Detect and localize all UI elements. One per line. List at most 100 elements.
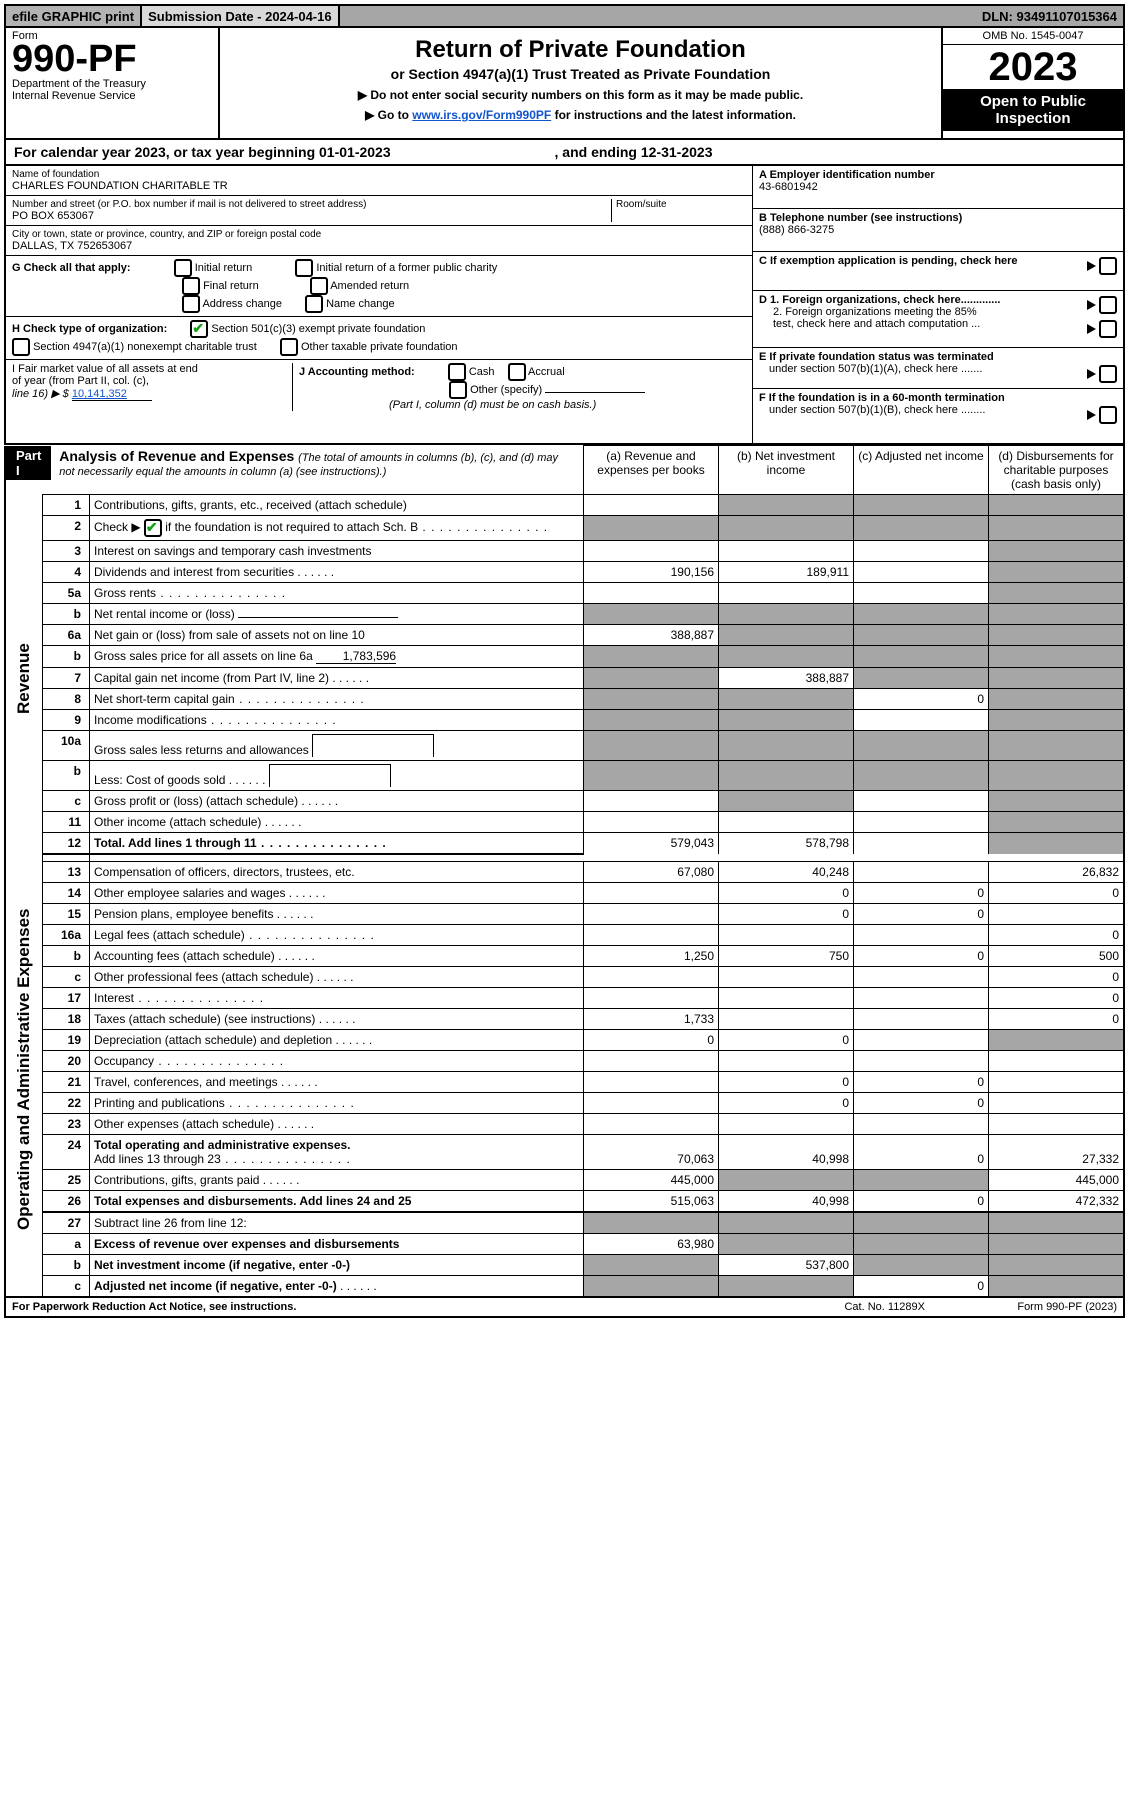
l18-d: 0 <box>989 1009 1125 1030</box>
line-27c-num: c <box>43 1276 90 1298</box>
c-check[interactable] <box>1099 257 1117 275</box>
tax-year: 2023 <box>943 45 1123 89</box>
l16c-text: Other professional fees (attach schedule… <box>94 970 313 984</box>
line-8-num: 8 <box>43 689 90 710</box>
h-label: H Check type of organization: <box>12 323 167 335</box>
side-filler <box>5 1276 43 1298</box>
irs-link[interactable]: www.irs.gov/Form990PF <box>412 108 551 122</box>
foundation-name: CHARLES FOUNDATION CHARITABLE TR <box>12 180 746 192</box>
line-27b-desc: Net investment income (if negative, ente… <box>90 1255 584 1276</box>
line-5a-desc: Gross rents <box>90 583 584 604</box>
l8-c: 0 <box>854 689 989 710</box>
j-cash-check[interactable] <box>448 363 466 381</box>
line-1-num: 1 <box>43 495 90 516</box>
line-5b-num: b <box>43 604 90 625</box>
warn1: ▶ Do not enter social security numbers o… <box>228 88 933 102</box>
d2-check[interactable] <box>1099 320 1117 338</box>
c-cell: C If exemption application is pending, c… <box>753 252 1123 291</box>
d1-check[interactable] <box>1099 296 1117 314</box>
h-4947-check[interactable] <box>12 338 30 356</box>
dln-label: DLN: 93491107015364 <box>976 6 1123 26</box>
h-other-check[interactable] <box>280 338 298 356</box>
footer-left: For Paperwork Reduction Act Notice, see … <box>6 1298 838 1316</box>
j-label: J Accounting method: <box>299 366 415 378</box>
line-12-num: 12 <box>43 833 90 855</box>
calyear-end: 12-31-2023 <box>641 144 713 160</box>
line-10a-num: 10a <box>43 731 90 761</box>
l22-b: 0 <box>719 1093 854 1114</box>
line-16c-desc: Other professional fees (attach schedule… <box>90 967 584 988</box>
l10c-text: Gross profit or (loss) (attach schedule) <box>94 794 298 808</box>
line-4-desc: Dividends and interest from securities <box>90 562 584 583</box>
a-cell: A Employer identification number 43-6801… <box>753 166 1123 209</box>
d1-label: D 1. Foreign organizations, check here..… <box>759 294 1000 306</box>
g-initial-former-check[interactable] <box>295 259 313 277</box>
g-initial-return-check[interactable] <box>174 259 192 277</box>
g-o2: Initial return of a former public charit… <box>316 262 497 274</box>
e2: under section 507(b)(1)(A), check here .… <box>769 363 982 375</box>
g-o6: Name change <box>326 298 395 310</box>
l27b-text: Net investment income (if negative, ente… <box>94 1258 350 1272</box>
j-o1: Cash <box>469 366 495 378</box>
line-15-num: 15 <box>43 904 90 925</box>
form-title-box: Return of Private Foundation or Section … <box>220 28 941 138</box>
line-17-num: 17 <box>43 988 90 1009</box>
dept-line1: Department of the Treasury <box>12 78 212 90</box>
l4-text: Dividends and interest from securities <box>94 565 294 579</box>
col-b-header: (b) Net investment income <box>719 446 854 495</box>
col-d-header: (d) Disbursements for charitable purpose… <box>989 446 1125 495</box>
line-6b-desc: Gross sales price for all assets on line… <box>90 646 584 668</box>
addr-row: Number and street (or P.O. box number if… <box>6 196 752 226</box>
g-amended-check[interactable] <box>310 277 328 295</box>
l12-a: 579,043 <box>584 833 719 855</box>
line-20-num: 20 <box>43 1051 90 1072</box>
i-fmv-link[interactable]: 10,141,352 <box>72 388 152 401</box>
l17-d: 0 <box>989 988 1125 1009</box>
line-10c-num: c <box>43 791 90 812</box>
l11-text: Other income (attach schedule) <box>94 815 261 829</box>
g-o4: Amended return <box>330 280 409 292</box>
schb-check[interactable] <box>144 519 162 537</box>
l13-b: 40,248 <box>719 862 854 883</box>
g-name-check[interactable] <box>305 295 323 313</box>
e1: E If private foundation status was termi… <box>759 351 994 363</box>
l6a-a: 388,887 <box>584 625 719 646</box>
l15-c: 0 <box>854 904 989 925</box>
name-cell: Name of foundation CHARLES FOUNDATION CH… <box>6 166 752 196</box>
line-10b-num: b <box>43 761 90 791</box>
footer-mid: Cat. No. 11289X <box>838 1298 931 1316</box>
j-accrual-check[interactable] <box>508 363 526 381</box>
line-9-num: 9 <box>43 710 90 731</box>
l22-text: Printing and publications <box>94 1096 225 1110</box>
j-other-check[interactable] <box>449 381 467 399</box>
l8-text: Net short-term capital gain <box>94 692 235 706</box>
h-501c3-check[interactable] <box>190 320 208 338</box>
box-g: G Check all that apply: Initial return I… <box>6 256 752 317</box>
d2a: 2. Foreign organizations meeting the 85% <box>773 306 977 318</box>
g-label: G Check all that apply: <box>12 262 131 274</box>
line-21-desc: Travel, conferences, and meetings <box>90 1072 584 1093</box>
form-subtitle: or Section 4947(a)(1) Trust Treated as P… <box>228 66 933 82</box>
calyear-mid: , and ending <box>551 144 641 160</box>
e-check[interactable] <box>1099 365 1117 383</box>
f-cell: F If the foundation is in a 60-month ter… <box>753 389 1123 443</box>
line-27c-desc: Adjusted net income (if negative, enter … <box>90 1276 584 1298</box>
l22-c: 0 <box>854 1093 989 1114</box>
line-18-desc: Taxes (attach schedule) (see instruction… <box>90 1009 584 1030</box>
f-check[interactable] <box>1099 406 1117 424</box>
line-19-desc: Depreciation (attach schedule) and deple… <box>90 1030 584 1051</box>
g-final-check[interactable] <box>182 277 200 295</box>
g-o5: Address change <box>202 298 282 310</box>
i-l2: of year (from Part II, col. (c), <box>12 375 292 387</box>
line-16b-num: b <box>43 946 90 967</box>
calyear-pre: For calendar year 2023, or tax year begi… <box>14 144 319 160</box>
line-12-desc: Total. Add lines 1 through 11 <box>90 833 584 855</box>
line-22-desc: Printing and publications <box>90 1093 584 1114</box>
j-o2: Accrual <box>528 366 565 378</box>
g-address-check[interactable] <box>182 295 200 313</box>
c-arrow-icon <box>1087 261 1096 271</box>
l16b-a: 1,250 <box>584 946 719 967</box>
l16a-d: 0 <box>989 925 1125 946</box>
line-16b-desc: Accounting fees (attach schedule) <box>90 946 584 967</box>
spacer <box>43 854 90 862</box>
